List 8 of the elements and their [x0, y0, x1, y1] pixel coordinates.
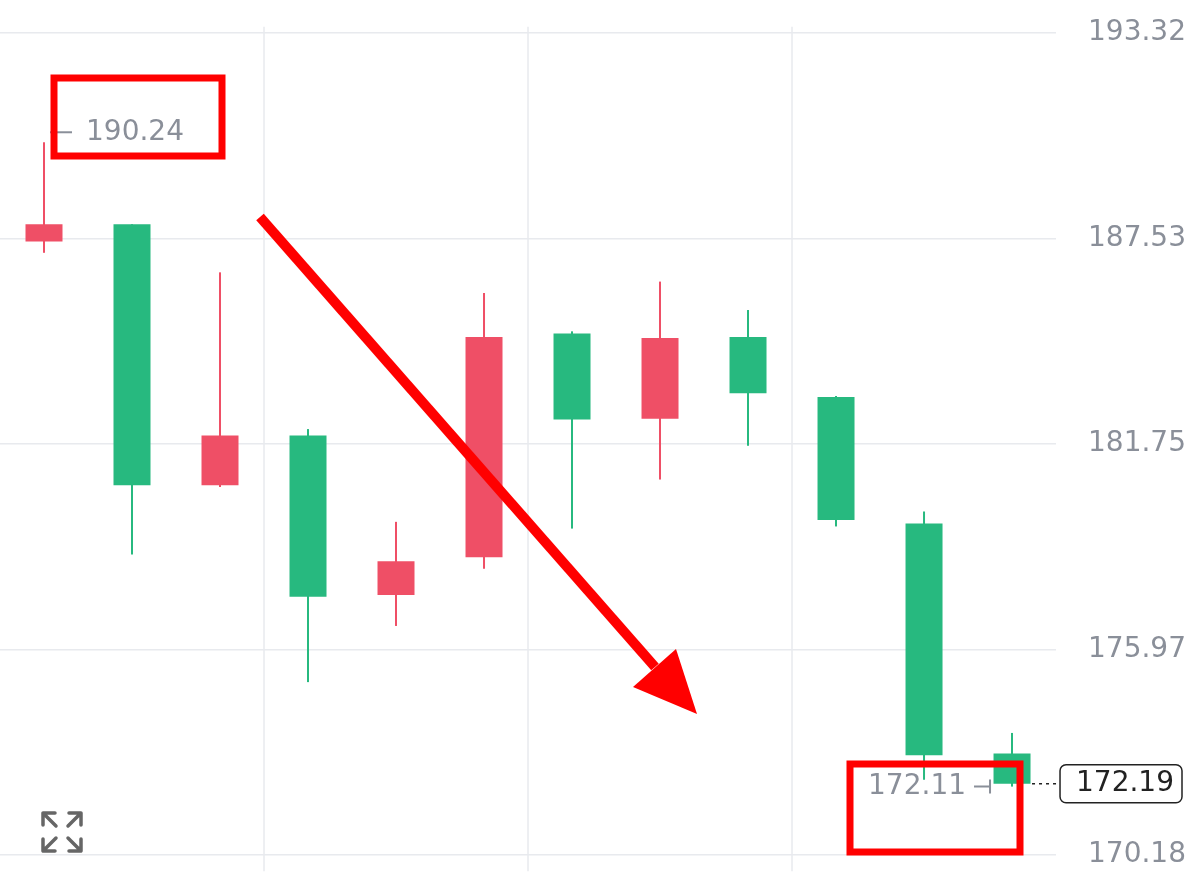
y-tick-label: 170.18 — [1088, 836, 1186, 870]
annotation: 172.11 — [868, 767, 967, 801]
y-tick-label: 187.53 — [1088, 219, 1186, 253]
annotation: 190.24 — [86, 113, 184, 147]
ref-line-label: 172.19 — [1076, 765, 1174, 799]
y-tick-label: 181.75 — [1088, 425, 1186, 459]
y-tick-label: 193.32 — [1088, 14, 1186, 48]
y-tick-label: 175.97 — [1088, 630, 1186, 664]
